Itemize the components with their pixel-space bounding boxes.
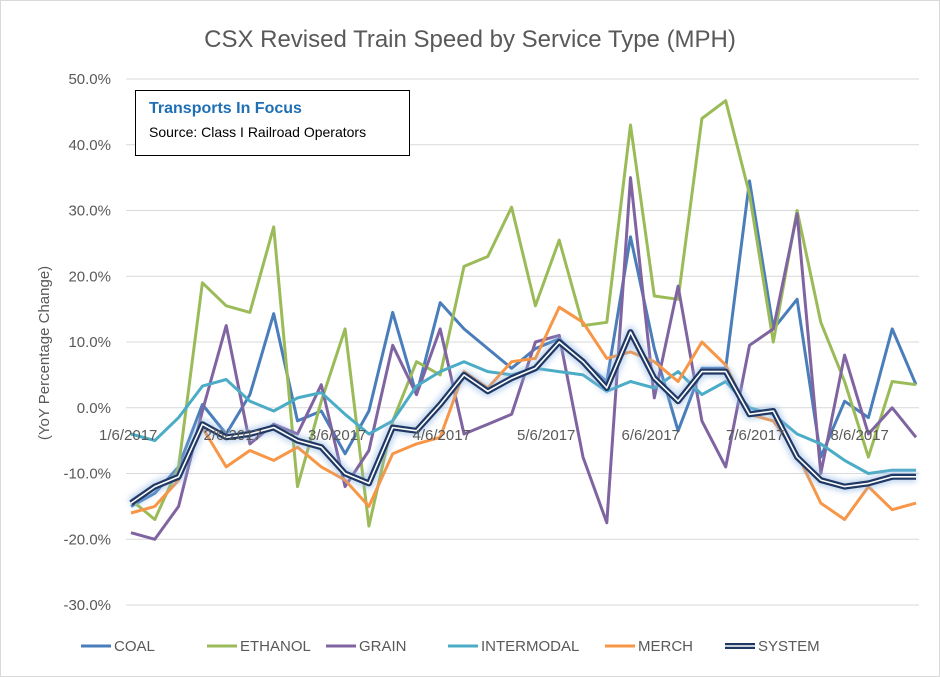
y-tick-label: -30.0% <box>63 597 111 614</box>
series-line-merch <box>130 305 917 521</box>
y-axis-title: (YoY Percentage Change) <box>36 266 53 440</box>
x-tick-label: 6/6/2017 <box>622 427 680 444</box>
series-line-system-core <box>130 331 916 504</box>
legend-label-coal: COAL <box>114 638 155 655</box>
info-box-title: Transports In Focus <box>149 100 302 117</box>
info-box: Transports In Focus Source: Class I Rail… <box>135 90 410 156</box>
x-tick-label: 8/6/2017 <box>831 427 889 444</box>
x-tick-label: 1/6/2017 <box>99 427 157 444</box>
x-tick-label: 4/6/2017 <box>413 427 471 444</box>
x-tick-label: 2/6/2017 <box>204 427 262 444</box>
info-box-source: Source: Class I Railroad Operators <box>149 124 367 140</box>
y-tick-label: -20.0% <box>63 531 111 548</box>
legend: COAL ETHANOL GRAIN INTERMODAL MERCH SYSTEM <box>81 638 820 655</box>
grid-layer <box>126 78 919 606</box>
series-layer <box>127 99 918 541</box>
y-tick-label: 10.0% <box>68 334 111 351</box>
series-line-coal <box>130 179 918 508</box>
x-tick-label: 3/6/2017 <box>308 427 366 444</box>
y-tick-label: -10.0% <box>63 466 111 483</box>
legend-label-merch: MERCH <box>638 638 693 655</box>
y-tick-label: 40.0% <box>68 137 111 154</box>
x-tick-label: 5/6/2017 <box>517 427 575 444</box>
legend-label-ethanol: ETHANOL <box>240 638 311 655</box>
legend-label-system: SYSTEM <box>758 638 820 655</box>
y-tick-label: 50.0% <box>68 71 111 88</box>
x-tick-layer: 1/6/2017 2/6/2017 3/6/2017 4/6/2017 5/6/2017… <box>99 427 889 444</box>
legend-label-intermodal: INTERMODAL <box>481 638 579 655</box>
y-tick-label: 0.0% <box>77 400 111 417</box>
y-tick-layer: 50.0% 40.0% 30.0% 20.0% 10.0% 0.0% -10.0% -20.0… <box>63 71 111 614</box>
legend-label-grain: GRAIN <box>359 638 407 655</box>
y-tick-label: 20.0% <box>68 268 111 285</box>
chart-title: CSX Revised Train Speed by Service Type … <box>204 26 736 53</box>
x-tick-label: 7/6/2017 <box>726 427 784 444</box>
y-tick-label: 30.0% <box>68 203 111 220</box>
